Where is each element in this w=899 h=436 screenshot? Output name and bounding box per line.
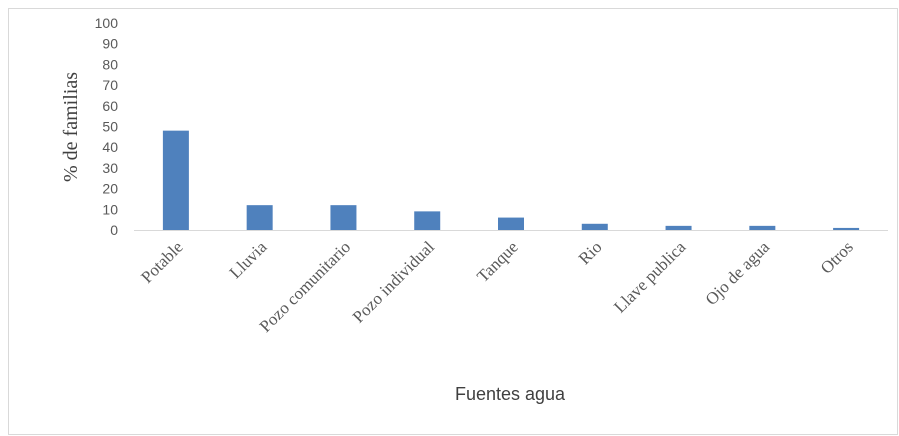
y-axis-ticks: 0 10 20 30 40 50 60 70 80 90 100 (95, 15, 119, 238)
y-axis-title: % de familias (60, 72, 82, 182)
x-axis-title: Fuentes agua (455, 384, 566, 404)
x-tick-label: Pozo comunitario (256, 237, 355, 336)
x-tick-label: Potable (137, 237, 186, 286)
chart-frame (8, 8, 898, 435)
y-tick-label: 10 (102, 201, 118, 217)
y-tick-label: 80 (102, 56, 118, 72)
x-tick-label: Lluvia (226, 237, 271, 282)
bar (498, 217, 524, 230)
y-tick-label: 100 (95, 15, 119, 31)
bar (330, 205, 357, 230)
x-tick-label: Llave publica (610, 237, 690, 317)
x-tick-label: Otros (817, 237, 857, 277)
y-tick-label: 20 (102, 181, 118, 197)
y-tick-label: 50 (102, 119, 118, 135)
y-tick-label: 30 (102, 160, 118, 176)
bars (162, 130, 860, 230)
y-tick-label: 60 (102, 98, 118, 114)
x-tick-label: Ojo de agua (702, 237, 774, 309)
bar (665, 225, 692, 230)
y-tick-label: 40 (102, 139, 118, 155)
y-tick-label: 70 (102, 77, 118, 93)
bar (414, 211, 441, 230)
x-tick-label: Rio (575, 237, 606, 268)
x-tick-label: Pozo individual (349, 237, 438, 326)
bar (246, 205, 273, 230)
bar (162, 130, 189, 230)
y-tick-label: 90 (102, 36, 118, 52)
x-tick-label: Tanque (473, 237, 522, 286)
bar (833, 227, 860, 230)
y-tick-label: 0 (110, 222, 118, 238)
bar (581, 223, 608, 230)
bar (749, 225, 776, 230)
